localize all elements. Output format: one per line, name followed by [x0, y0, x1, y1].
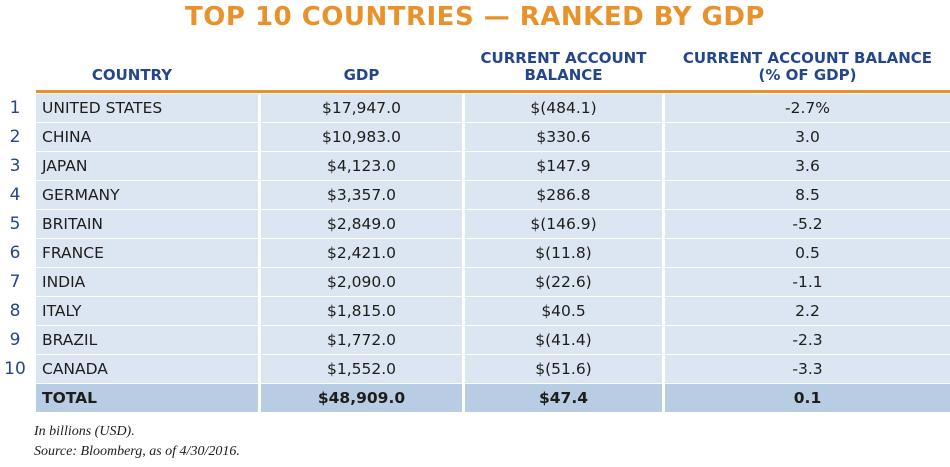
- cell-country: JAPAN: [36, 152, 258, 180]
- cell-country: BRAZIL: [36, 326, 258, 354]
- cell-gdp: $1,815.0: [261, 297, 462, 325]
- cell-gdp: $4,123.0: [261, 152, 462, 180]
- cell-country: BRITAIN: [36, 210, 258, 238]
- col-header-cab: CURRENT ACCOUNT BALANCE: [465, 50, 662, 84]
- rank-number: 1: [9, 98, 21, 118]
- cell-country: ITALY: [36, 297, 258, 325]
- cell-current-account-pct: 3.0: [665, 123, 950, 151]
- cell-gdp: $3,357.0: [261, 181, 462, 209]
- cell-current-account-pct: -3.3: [665, 355, 950, 383]
- cell-country: CHINA: [36, 123, 258, 151]
- cell-current-account-pct: 8.5: [665, 181, 950, 209]
- rank-number: 7: [9, 272, 21, 292]
- rank-number: 10: [4, 359, 26, 379]
- col-header-cab-pct-line-1: CURRENT ACCOUNT BALANCE: [682, 49, 933, 67]
- cell-country: GERMANY: [36, 181, 258, 209]
- total-gdp: $48,909.0: [261, 384, 462, 412]
- cell-current-account-pct: -2.3: [665, 326, 950, 354]
- cell-gdp: $10,983.0: [261, 123, 462, 151]
- col-header-cab-pct-line-2: (% OF GDP): [758, 66, 857, 84]
- cell-current-account-balance: $(484.1): [465, 94, 662, 122]
- cell-current-account-pct: 3.6: [665, 152, 950, 180]
- cell-gdp: $2,849.0: [261, 210, 462, 238]
- col-header-cab-line-2: BALANCE: [524, 66, 603, 84]
- col-header-country: COUNTRY: [36, 67, 228, 84]
- cell-current-account-pct: 0.5: [665, 239, 950, 267]
- cell-gdp: $2,090.0: [261, 268, 462, 296]
- cell-current-account-pct: -5.2: [665, 210, 950, 238]
- cell-gdp: $1,552.0: [261, 355, 462, 383]
- col-header-cab-pct: CURRENT ACCOUNT BALANCE (% OF GDP): [665, 50, 950, 84]
- cell-current-account-balance: $330.6: [465, 123, 662, 151]
- cell-current-account-balance: $40.5: [465, 297, 662, 325]
- total-current-account-balance: $47.4: [465, 384, 662, 412]
- cell-country: UNITED STATES: [36, 94, 258, 122]
- col-header-gdp-line: GDP: [343, 66, 380, 84]
- col-header-country-line: COUNTRY: [91, 66, 173, 84]
- cell-current-account-balance: $(41.4): [465, 326, 662, 354]
- source-note: Source: Bloomberg, as of 4/30/2016.: [34, 444, 240, 459]
- chart-title: TOP 10 COUNTRIES — RANKED BY GDP: [185, 2, 765, 32]
- rank-number: 4: [9, 185, 21, 205]
- units-note: In billions (USD).: [34, 424, 135, 439]
- cell-current-account-balance: $(22.6): [465, 268, 662, 296]
- cell-gdp: $1,772.0: [261, 326, 462, 354]
- cell-current-account-pct: 2.2: [665, 297, 950, 325]
- rank-number: 5: [9, 214, 21, 234]
- cell-country: INDIA: [36, 268, 258, 296]
- cell-country: FRANCE: [36, 239, 258, 267]
- cell-current-account-pct: -1.1: [665, 268, 950, 296]
- total-label: TOTAL: [36, 384, 258, 412]
- col-header-cab-line-1: CURRENT ACCOUNT: [480, 49, 647, 67]
- cell-gdp: $2,421.0: [261, 239, 462, 267]
- rank-number: 2: [9, 127, 21, 147]
- cell-current-account-pct: -2.7%: [665, 94, 950, 122]
- rank-number: 3: [9, 156, 21, 176]
- header-rule: [36, 90, 950, 93]
- cell-current-account-balance: $286.8: [465, 181, 662, 209]
- cell-current-account-balance: $147.9: [465, 152, 662, 180]
- total-current-account-pct: 0.1: [665, 384, 950, 412]
- cell-current-account-balance: $(51.6): [465, 355, 662, 383]
- cell-current-account-balance: $(146.9): [465, 210, 662, 238]
- col-header-gdp: GDP: [261, 67, 462, 84]
- cell-gdp: $17,947.0: [261, 94, 462, 122]
- rank-number: 6: [9, 243, 21, 263]
- rank-number: 9: [9, 330, 21, 350]
- rank-number: 8: [9, 301, 21, 321]
- cell-current-account-balance: $(11.8): [465, 239, 662, 267]
- cell-country: CANADA: [36, 355, 258, 383]
